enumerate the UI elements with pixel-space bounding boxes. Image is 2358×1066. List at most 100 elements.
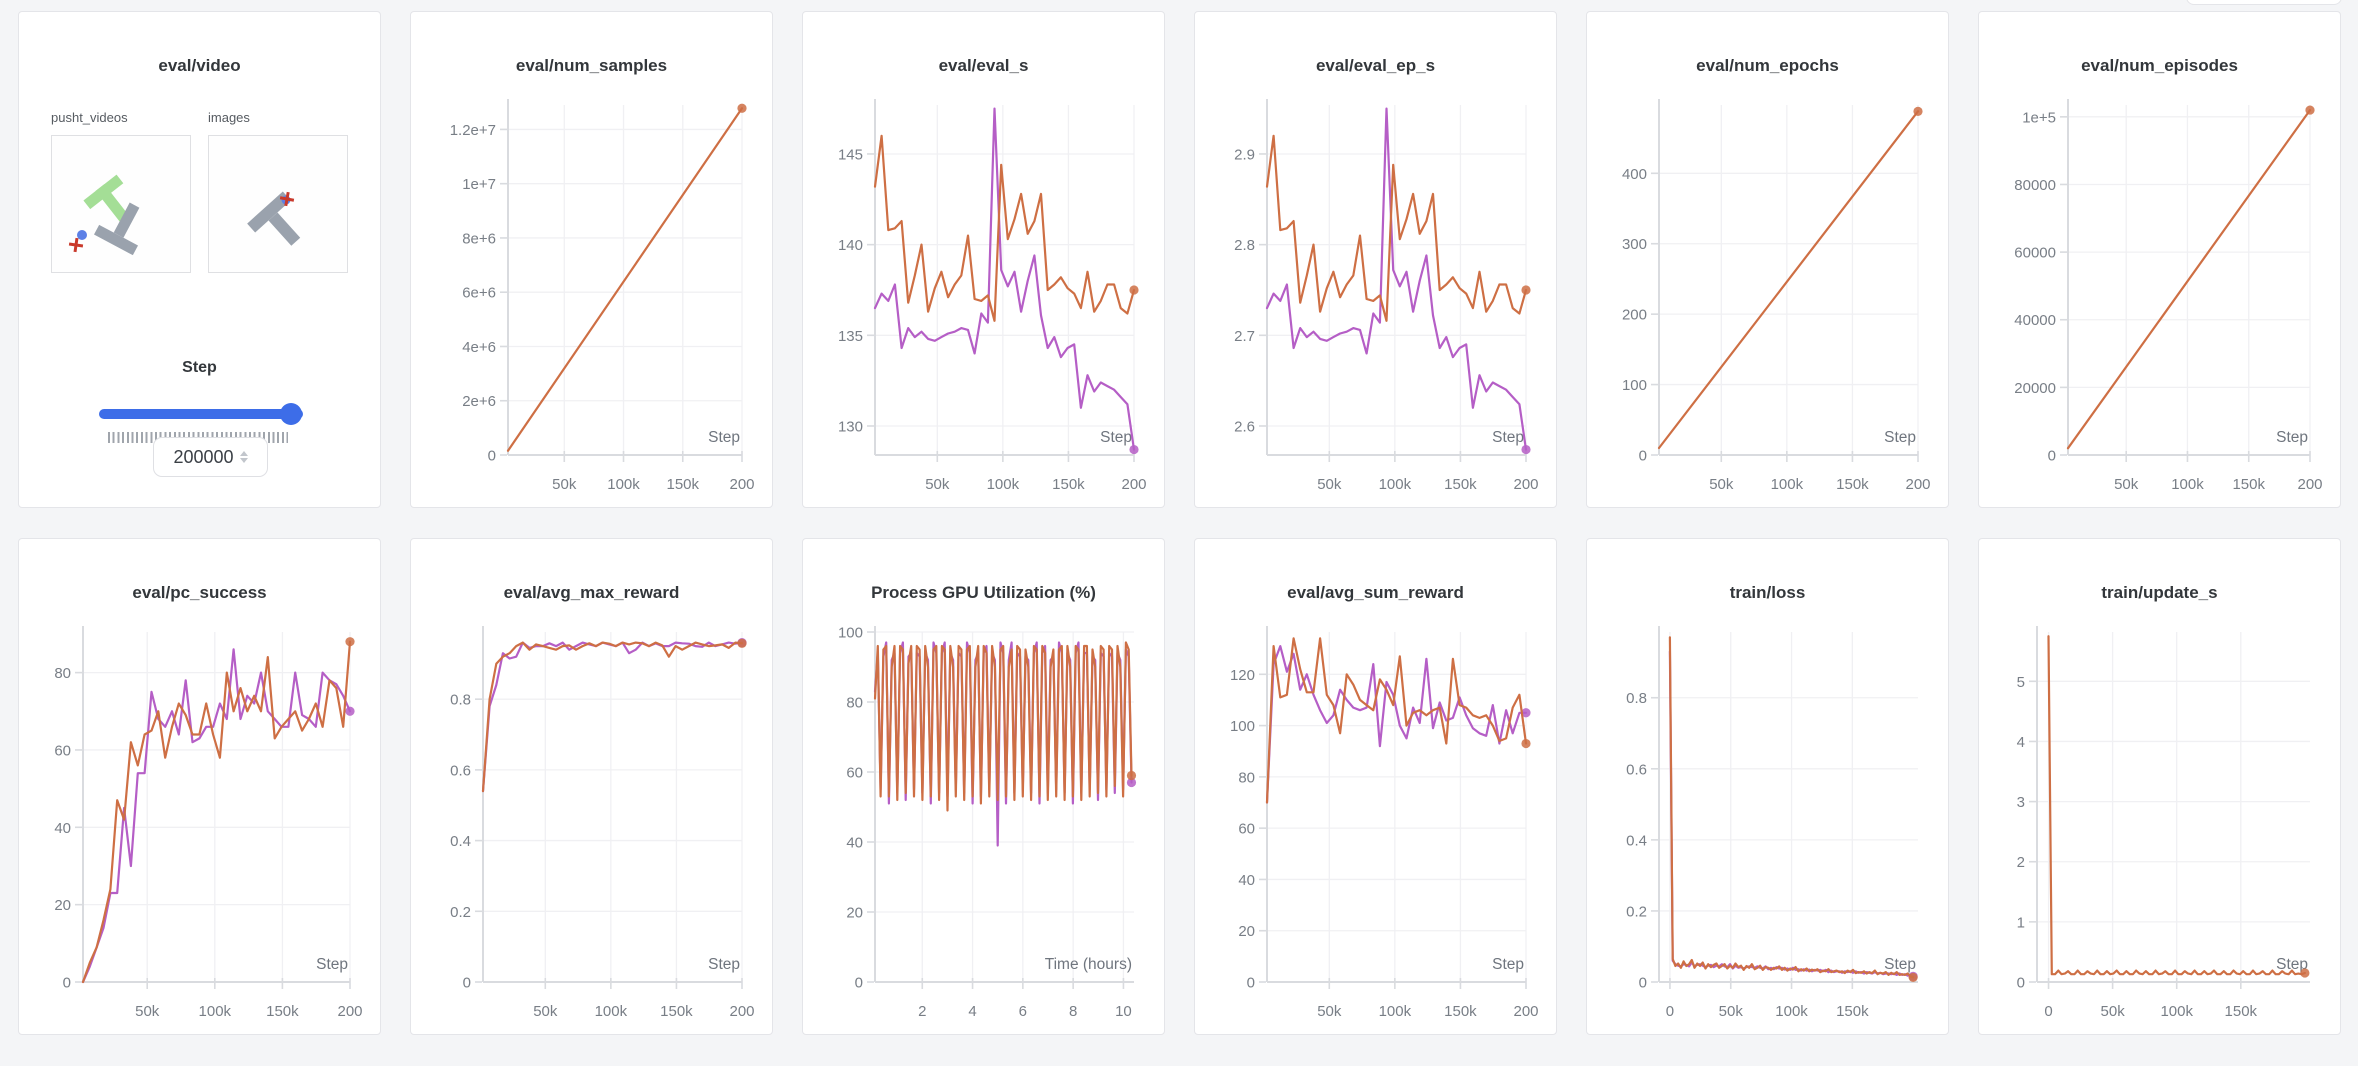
- line-chart-train-loss[interactable]: 0 0.2 0.4 0.6 0.8 0 50k 100k 150k Step: [1587, 539, 1950, 1036]
- svg-text:20: 20: [54, 897, 71, 914]
- step-input[interactable]: 200000: [153, 437, 268, 477]
- svg-text:0.6: 0.6: [450, 762, 471, 779]
- svg-text:Step: Step: [2276, 429, 2308, 446]
- svg-text:40: 40: [54, 820, 71, 837]
- svg-text:200: 200: [2297, 476, 2322, 493]
- svg-text:50k: 50k: [533, 1003, 558, 1020]
- svg-text:100k: 100k: [595, 1003, 628, 1020]
- svg-text:0: 0: [1639, 975, 1647, 992]
- svg-text:400: 400: [1622, 166, 1647, 183]
- svg-text:2: 2: [918, 1003, 926, 1020]
- line-chart-pc-success[interactable]: 0 20 40 60 80 50k 100k 150k 200 Step: [19, 539, 382, 1036]
- line-chart-train-update-s[interactable]: 0 1 2 3 4 5 0 50k 100k 150k Step: [1979, 539, 2342, 1036]
- pusht-video-frame: [68, 174, 140, 256]
- svg-text:60: 60: [1238, 821, 1255, 838]
- svg-text:6e+6: 6e+6: [462, 285, 496, 302]
- panel-eval-num-samples: eval/num_samples 0 2e+6 4e+6 6e+6 8e+6 1e+7 1.…: [410, 11, 773, 508]
- svg-text:120: 120: [1230, 667, 1255, 684]
- line-chart-num-episodes[interactable]: 0 20000 40000 60000 80000 1e+5 50k 100k 150k 200 S…: [1979, 12, 2342, 509]
- media-thumb-pusht-videos[interactable]: [51, 135, 191, 273]
- svg-text:8e+6: 8e+6: [462, 230, 496, 247]
- svg-text:140: 140: [838, 237, 863, 254]
- svg-text:20000: 20000: [2014, 380, 2056, 397]
- svg-text:130: 130: [838, 418, 863, 435]
- step-slider-thumb[interactable]: [280, 403, 302, 425]
- svg-text:0: 0: [2044, 1003, 2052, 1020]
- agent-dot: [77, 230, 87, 240]
- svg-text:0: 0: [855, 975, 863, 992]
- svg-text:50k: 50k: [552, 476, 577, 493]
- svg-text:2.9: 2.9: [1234, 146, 1255, 163]
- chart-title: eval/avg_max_reward: [503, 583, 680, 602]
- line-chart-gpu-utilization[interactable]: 0 20 40 60 80 100 2 4 6 8 10 Time (hours): [803, 539, 1166, 1036]
- svg-text:0.2: 0.2: [1626, 903, 1647, 920]
- svg-text:5: 5: [2017, 674, 2025, 691]
- line-chart-avg-max-reward[interactable]: 0 0.2 0.4 0.6 0.8 50k 100k 150k 200 Step: [411, 539, 774, 1036]
- svg-text:100: 100: [1622, 377, 1647, 394]
- svg-text:50k: 50k: [135, 1003, 160, 1020]
- svg-text:0.8: 0.8: [450, 692, 471, 709]
- svg-text:Step: Step: [1884, 429, 1916, 446]
- panel-eval-num-epochs: eval/num_epochs 0 100 200 300 400 50k 100k 150k…: [1586, 11, 1949, 508]
- panel-eval-pc-success: eval/pc_success 0 20 40 60 80 50k 100k 150k 200 S…: [18, 538, 381, 1035]
- svg-text:200: 200: [1622, 307, 1647, 324]
- svg-text:145: 145: [838, 146, 863, 163]
- panel-title: eval/video: [158, 56, 241, 75]
- line-chart-num-samples[interactable]: 0 2e+6 4e+6 6e+6 8e+6 1e+7 1.2e+7 50k 100k 150k 20…: [411, 12, 774, 509]
- svg-text:100k: 100k: [1771, 476, 1804, 493]
- panel-eval-avg-sum-reward: eval/avg_sum_reward 0 20 40 60 80 100 120 50k 10…: [1194, 538, 1557, 1035]
- svg-text:150k: 150k: [1836, 476, 1869, 493]
- svg-text:100k: 100k: [199, 1003, 232, 1020]
- svg-text:40: 40: [1238, 872, 1255, 889]
- svg-text:2e+6: 2e+6: [462, 393, 496, 410]
- svg-text:Step: Step: [1100, 429, 1132, 446]
- svg-text:2: 2: [2017, 854, 2025, 871]
- svg-text:1e+5: 1e+5: [2022, 109, 2056, 126]
- svg-text:0: 0: [63, 975, 71, 992]
- svg-text:150k: 150k: [1444, 1003, 1477, 1020]
- svg-text:20: 20: [846, 905, 863, 922]
- chart-title: eval/eval_s: [938, 56, 1029, 75]
- svg-text:0.4: 0.4: [450, 833, 471, 850]
- svg-text:3: 3: [2017, 794, 2025, 811]
- chart-title: eval/avg_sum_reward: [1287, 583, 1464, 602]
- svg-text:100: 100: [838, 625, 863, 642]
- svg-text:20: 20: [1238, 923, 1255, 940]
- panel-grid: eval/video pusht_videos images: [18, 11, 2342, 1036]
- line-chart-avg-sum-reward[interactable]: 0 20 40 60 80 100 120 50k 100k 150k 200 Step: [1195, 539, 1558, 1036]
- line-chart-num-epochs[interactable]: 0 100 200 300 400 50k 100k 150k 200 Step: [1587, 12, 1950, 509]
- svg-text:2.7: 2.7: [1234, 328, 1255, 345]
- svg-text:200: 200: [1905, 476, 1930, 493]
- chart-title: train/update_s: [2101, 583, 2218, 602]
- step-input-value: 200000: [173, 446, 234, 467]
- svg-text:60: 60: [54, 742, 71, 759]
- line-chart-eval-s[interactable]: 130 135 140 145 50k 100k 150k 200 Step: [803, 12, 1166, 509]
- panel-train-loss: train/loss 0 0.2 0.4 0.6 0.8 0 50k 100k 150k Step: [1586, 538, 1949, 1035]
- svg-text:0: 0: [1639, 448, 1647, 465]
- svg-text:150k: 150k: [1836, 1003, 1869, 1020]
- step-slider[interactable]: [99, 403, 303, 425]
- clipped-panel-above: [2186, 0, 2342, 5]
- panel-eval-avg-max-reward: eval/avg_max_reward 0 0.2 0.4 0.6 0.8 50k 100k…: [410, 538, 773, 1035]
- svg-text:40000: 40000: [2014, 312, 2056, 329]
- svg-text:0: 0: [1666, 1003, 1674, 1020]
- svg-text:0: 0: [2048, 448, 2056, 465]
- object-t-shape: [247, 191, 301, 246]
- stepper-arrows-icon[interactable]: [239, 451, 248, 463]
- chart-title: eval/eval_ep_s: [1315, 56, 1436, 75]
- svg-text:0: 0: [463, 975, 471, 992]
- line-chart-eval-ep-s[interactable]: 2.6 2.7 2.8 2.9 50k 100k 150k 200 Step: [1195, 12, 1558, 509]
- svg-text:100k: 100k: [987, 476, 1020, 493]
- chart-title: eval/num_epochs: [1696, 56, 1839, 75]
- svg-text:50k: 50k: [2114, 476, 2139, 493]
- svg-text:60: 60: [846, 765, 863, 782]
- svg-text:100k: 100k: [1379, 1003, 1412, 1020]
- svg-text:50k: 50k: [2101, 1003, 2126, 1020]
- media-thumb-images[interactable]: [208, 135, 348, 273]
- panel-eval-eval-ep-s: eval/eval_ep_s 2.6 2.7 2.8 2.9 50k 100k 150k 20…: [1194, 11, 1557, 508]
- svg-text:100k: 100k: [607, 476, 640, 493]
- svg-text:Step: Step: [316, 956, 348, 973]
- svg-text:200: 200: [1121, 476, 1146, 493]
- step-slider-label: Step: [182, 359, 217, 376]
- svg-text:80: 80: [846, 695, 863, 712]
